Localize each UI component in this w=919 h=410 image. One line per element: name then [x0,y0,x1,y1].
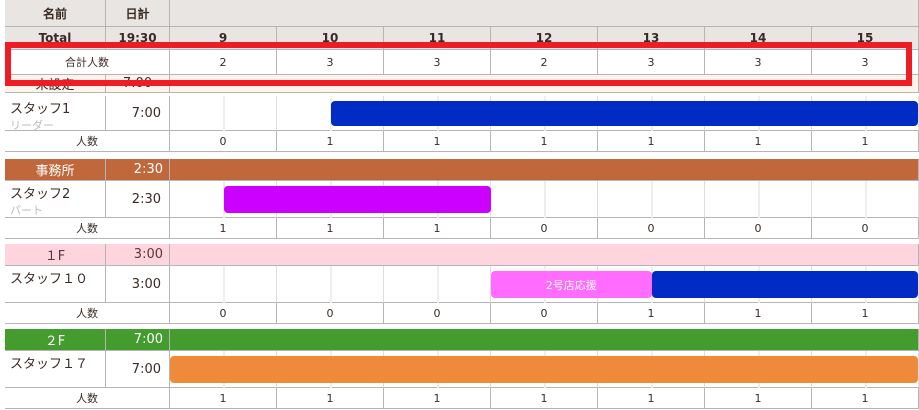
hour-count: 1 [170,218,277,239]
hour-count: 0 [277,303,384,324]
hour-label: 14 [705,27,812,50]
hour-label: 9 [170,27,277,50]
half-hour-line [223,96,225,131]
hour-count: 0 [598,218,705,239]
name-header: 名前 [5,0,106,27]
staff-name[interactable]: スタッフ１７ [10,357,89,372]
half-hour-line [330,266,332,303]
half-hour-line [223,266,225,303]
hour-count: 1 [491,388,598,409]
staff-role: リーダー [10,119,54,132]
count-label: 人数 [5,388,170,409]
hour-count: 0 [491,218,598,239]
group-total: 3:00 [106,244,170,266]
summary-count: 3 [384,50,491,75]
staff-name[interactable]: スタッフ１０ [10,272,89,287]
staff-name-cell[interactable]: スタッフ2 パート [5,181,106,218]
group-bar [170,159,919,181]
shift-bar[interactable] [330,101,918,126]
summary-label: 合計人数 [5,50,170,75]
staff-time: 7:00 [106,351,170,388]
staff-time: 2:30 [106,181,170,218]
hour-count: 0 [812,218,919,239]
shift-bar[interactable] [170,356,918,383]
hour-count: 1 [705,303,812,324]
staff-name-cell[interactable]: スタッフ1 リーダー [5,96,106,132]
summary-count: 3 [812,50,919,75]
group-total: 7:00 [106,329,170,351]
group-bar [170,329,919,351]
summary-count: 3 [277,50,384,75]
summary-count: 3 [705,50,812,75]
hour-count: 0 [170,303,277,324]
hour-label: 10 [277,27,384,50]
hour-count: 1 [705,388,812,409]
summary-count: 2 [170,50,277,75]
hour-label: 12 [491,27,598,50]
group-name-unassigned: 未設定 [5,75,106,93]
hour-count: 1 [812,131,919,152]
half-hour-line [651,181,653,218]
hour-count: 1 [705,131,812,152]
group-bar [170,244,919,266]
hour-count: 1 [812,388,919,409]
hour-count: 1 [812,303,919,324]
total-label: Total [5,27,106,50]
total-value: 19:30 [106,27,170,50]
hour-label: 11 [384,27,491,50]
hour-count: 0 [491,303,598,324]
hour-count: 1 [491,131,598,152]
staff-name[interactable]: スタッフ2 [10,187,71,202]
hour-count: 0 [705,218,812,239]
hour-count: 1 [598,131,705,152]
hour-count: 1 [277,218,384,239]
hour-count: 1 [277,388,384,409]
group-bar [170,75,919,93]
hour-label: 13 [598,27,705,50]
staff-time: 7:00 [106,96,170,131]
hour-count: 1 [598,303,705,324]
count-label: 人数 [5,303,170,324]
shift-bar[interactable] [651,271,918,298]
hour-count: 1 [170,388,277,409]
hour-count: 0 [384,303,491,324]
half-hour-line [758,181,760,218]
half-hour-line [865,181,867,218]
hour-label: 15 [812,27,919,50]
hour-count: 1 [598,388,705,409]
daily-header: 日計 [106,0,170,27]
group-name: １F [5,244,106,266]
group-total: 2:30 [106,159,170,181]
count-label: 人数 [5,131,170,152]
hour-count: 1 [384,131,491,152]
summary-count: 3 [598,50,705,75]
half-hour-line [544,181,546,218]
hour-count: 1 [277,131,384,152]
staff-time: 3:00 [106,266,170,303]
shift-bar[interactable] [223,186,491,213]
shift-bar[interactable]: 2号店応援 [491,271,652,298]
half-hour-line [437,266,439,303]
hour-count: 1 [384,218,491,239]
hour-header-blank [170,0,919,27]
hour-count: 0 [170,131,277,152]
group-total: 7:00 [106,75,170,93]
staff-role: パート [10,204,43,217]
group-name: ２F [5,329,106,351]
summary-count: 2 [491,50,598,75]
staff-name-cell[interactable]: スタッフ１０ [5,266,106,303]
staff-name[interactable]: スタッフ1 [10,102,71,117]
staff-name-cell[interactable]: スタッフ１７ [5,351,106,388]
count-label: 人数 [5,218,170,239]
group-name: 事務所 [5,159,106,181]
hour-count: 1 [384,388,491,409]
